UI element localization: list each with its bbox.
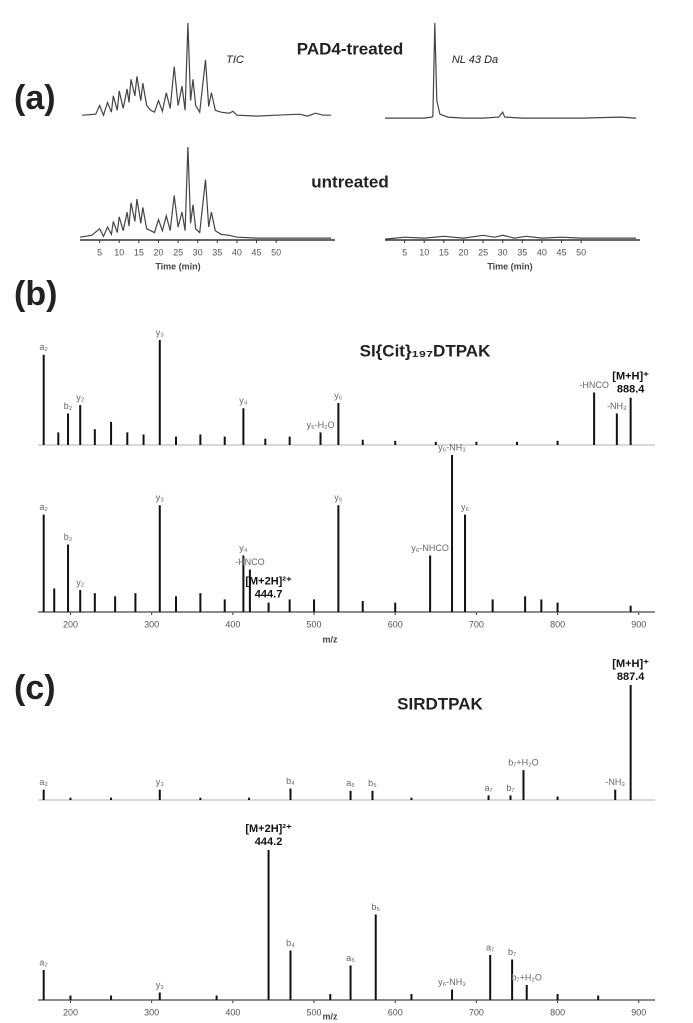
x-tick-label: 900 <box>631 619 646 629</box>
peak-label: [M+H]⁺ <box>612 371 649 383</box>
peak-label: a₅ <box>346 953 355 963</box>
x-tick-label: 800 <box>550 1007 565 1017</box>
peak-label: a₇ <box>486 942 494 952</box>
x-tick-label: 30 <box>193 247 203 257</box>
peak-label: y₂ <box>76 392 85 402</box>
peak-label: 444.7 <box>255 588 283 600</box>
panel-label: (a) <box>14 79 56 117</box>
peak-label: y₆ <box>461 502 470 512</box>
chromatogram-trace <box>79 146 332 239</box>
chart-title: SIRDTPAK <box>397 694 483 713</box>
x-tick-label: 15 <box>134 247 144 257</box>
x-tick-label: 25 <box>173 247 183 257</box>
x-tick-label: 200 <box>63 1007 78 1017</box>
peak-label: -HNCO <box>235 557 265 567</box>
peak-label: 888.4 <box>617 384 645 396</box>
chromatogram-trace <box>81 22 332 117</box>
x-tick-label: 10 <box>419 247 429 257</box>
x-tick-label: 20 <box>458 247 468 257</box>
x-tick-label: 300 <box>144 619 159 629</box>
peak-label: b₄ <box>286 938 295 948</box>
peak-label: -NH₃ <box>605 777 625 787</box>
x-tick-label: 50 <box>576 247 586 257</box>
x-tick-label: 700 <box>469 1007 484 1017</box>
peak-label: b₇+H₂O <box>512 972 542 982</box>
peak-label: y₆ <box>334 390 343 400</box>
peak-label: a₂ <box>39 957 48 967</box>
x-tick-label: 200 <box>63 619 78 629</box>
x-axis-label: m/z <box>322 1011 338 1021</box>
x-tick-label: 40 <box>232 247 242 257</box>
peak-label: b₇+H₂O <box>508 757 538 767</box>
x-tick-label: 5 <box>402 247 407 257</box>
x-tick-label: 400 <box>225 1007 240 1017</box>
x-tick-label: 600 <box>388 619 403 629</box>
chart-title: untreated <box>311 172 388 191</box>
peak-label: y₅-H₂O <box>306 420 334 430</box>
peak-label: [M+2H]²⁺ <box>245 575 292 587</box>
peak-label: b₂ <box>64 532 73 542</box>
peak-label: y₅ <box>334 493 343 503</box>
annotation: TIC <box>226 54 244 66</box>
peak-label: a₂ <box>39 342 48 352</box>
x-tick-label: 800 <box>550 619 565 629</box>
peak-label: y₃ <box>156 777 165 787</box>
x-tick-label: 25 <box>478 247 488 257</box>
chromatogram-trace <box>384 234 637 240</box>
peak-label: y₃ <box>156 327 165 337</box>
peak-label: b₅ <box>368 778 377 788</box>
peak-label: a₇ <box>485 783 493 793</box>
peak-label: y₄ <box>239 396 248 406</box>
peak-label: y₆-NH₃ <box>438 442 466 452</box>
x-tick-label: 700 <box>469 619 484 629</box>
chart-title: SI{Cit}₁₉₇DTPAK <box>360 341 491 360</box>
peak-label: [M+H]⁺ <box>612 658 649 670</box>
peak-label: [M+2H]²⁺ <box>245 823 292 835</box>
peak-label: a₂ <box>39 502 48 512</box>
x-tick-label: 5 <box>97 247 102 257</box>
peak-label: y₆-NH₃ <box>438 977 466 987</box>
peak-label: b₇ <box>508 947 516 957</box>
chart-title: PAD4-treated <box>297 39 403 58</box>
chromatogram-trace <box>385 22 637 119</box>
peak-label: y₆-NHCO <box>411 543 449 553</box>
x-tick-label: 40 <box>537 247 547 257</box>
x-axis-label: m/z <box>322 634 338 644</box>
x-tick-label: 10 <box>114 247 124 257</box>
x-tick-label: 900 <box>631 1007 646 1017</box>
peak-label: y₂ <box>76 577 85 587</box>
x-tick-label: 45 <box>557 247 567 257</box>
x-axis-label: Time (min) <box>487 261 532 271</box>
x-tick-label: 600 <box>388 1007 403 1017</box>
peak-label: b₄ <box>286 776 295 786</box>
peak-label: y₃ <box>156 493 165 503</box>
peak-label: 887.4 <box>617 671 645 683</box>
x-tick-label: 30 <box>498 247 508 257</box>
panel-label: (c) <box>14 669 56 707</box>
x-tick-label: 500 <box>307 619 322 629</box>
peak-label: a₅ <box>346 778 355 788</box>
x-tick-label: 400 <box>225 619 240 629</box>
peak-label: -HNCO <box>579 380 609 390</box>
peak-label: b₂ <box>64 401 73 411</box>
peak-label: -NH₃ <box>607 401 627 411</box>
x-tick-label: 50 <box>271 247 281 257</box>
peak-label: y₄ <box>239 543 248 553</box>
panel-label: (b) <box>14 275 57 313</box>
x-tick-label: 15 <box>439 247 449 257</box>
x-tick-label: 500 <box>307 1007 322 1017</box>
x-tick-label: 20 <box>153 247 163 257</box>
x-tick-label: 35 <box>517 247 527 257</box>
x-tick-label: 300 <box>144 1007 159 1017</box>
peak-label: b₇ <box>506 783 514 793</box>
peak-label: y₃ <box>156 980 165 990</box>
x-axis-label: Time (min) <box>155 261 200 271</box>
peak-label: 444.2 <box>255 836 283 848</box>
x-tick-label: 35 <box>212 247 222 257</box>
annotation: NL 43 Da <box>452 54 498 66</box>
x-tick-label: 45 <box>252 247 262 257</box>
peak-label: a₂ <box>39 777 48 787</box>
peak-label: b₅ <box>371 902 380 912</box>
